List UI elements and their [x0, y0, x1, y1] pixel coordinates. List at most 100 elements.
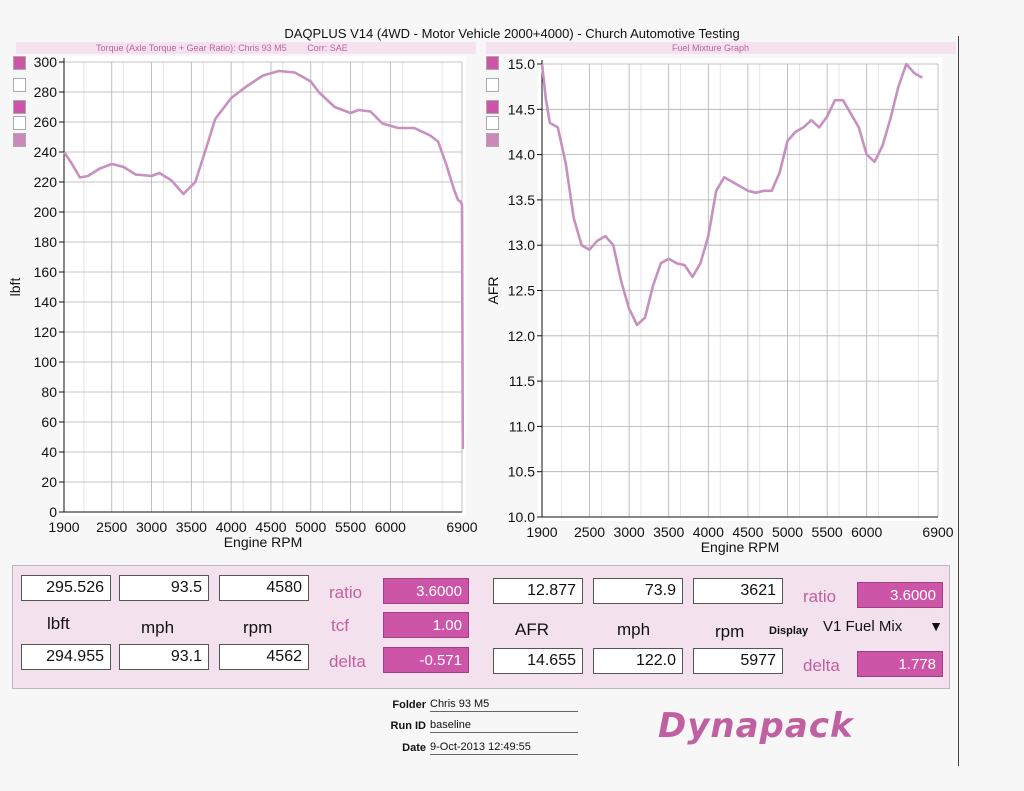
y-tick-label: 240: [34, 144, 58, 160]
x-tick-label: 1900: [526, 524, 557, 540]
afr-value-1: 12.877: [493, 578, 583, 604]
y-tick-label: 80: [41, 384, 57, 400]
y-tick-label: 60: [41, 414, 57, 430]
mph-unit-label: mph: [141, 618, 175, 637]
y-tick-label: 12.0: [508, 328, 535, 344]
legend-swatch[interactable]: [486, 116, 499, 130]
y-tick-label: 180: [34, 234, 58, 250]
x-tick-label: 4500: [732, 524, 763, 540]
rpm-unit-label: rpm: [243, 618, 273, 637]
y-axis-label: AFR: [485, 277, 501, 305]
legend-swatch[interactable]: [13, 78, 26, 92]
display-select[interactable]: V1 Fuel Mix ▼: [821, 616, 945, 638]
readout-panel: 295.526 93.5 4580 ratio 3.6000 lbft mph …: [12, 565, 950, 689]
y-tick-label: 13.5: [508, 192, 535, 208]
x-tick-label: 6900: [446, 519, 477, 535]
y-tick-label: 260: [34, 114, 58, 130]
tcf-value: 1.00: [383, 612, 469, 638]
torque-unit-label: lbft: [47, 614, 70, 633]
right-chart-subtitle: Fuel Mixture Graph: [672, 43, 750, 53]
delta-label-right: delta: [803, 656, 840, 675]
x-tick-label: 5000: [772, 524, 803, 540]
y-tick-label: 14.0: [508, 147, 535, 163]
dynapack-logo: Dynapack: [658, 706, 854, 746]
x-tick-label: 2500: [96, 519, 127, 535]
x-tick-label: 5500: [335, 519, 366, 535]
date-label: Date: [402, 742, 426, 754]
plot-area: [538, 58, 942, 521]
delta-value: -0.571: [383, 647, 469, 673]
chevron-down-icon[interactable]: ▼: [929, 618, 943, 634]
date-value: 9-Oct-2013 12:49:55: [430, 741, 578, 755]
y-tick-label: 14.5: [508, 101, 535, 117]
left-chart-subtitle: Torque (Axle Torque + Gear Ratio): Chris…: [96, 43, 348, 53]
x-tick-label: 5000: [295, 519, 326, 535]
legend-swatch[interactable]: [486, 100, 499, 114]
torque-chart: 1900 2500 3000 3500 4000 4500 5000 5500 6000 6900…: [7, 54, 478, 550]
ratio-label: ratio: [329, 583, 363, 602]
legend-swatch[interactable]: [486, 133, 499, 147]
legend-swatch[interactable]: [13, 56, 26, 70]
right-title-band: [486, 42, 956, 54]
y-tick-label: 280: [34, 84, 58, 100]
y-tick-label: 15.0: [508, 56, 535, 72]
x-tick-label: 3500: [653, 524, 684, 540]
legend-swatch[interactable]: [486, 78, 499, 92]
y-tick-label: 10.5: [508, 464, 535, 480]
afr-unit-label: AFR: [515, 620, 549, 639]
y-tick-label: 10.0: [508, 509, 535, 525]
display-select-value: V1 Fuel Mix: [823, 618, 903, 635]
x-tick-label: 3500: [176, 519, 207, 535]
y-tick-label: 300: [34, 54, 58, 70]
delta-value-right: 1.778: [857, 651, 943, 677]
rpm-value-1: 4580: [219, 575, 309, 601]
rpm-value-3: 3621: [693, 578, 783, 604]
x-tick-label: 4000: [693, 524, 724, 540]
delta-label: delta: [329, 652, 366, 671]
y-tick-label: 160: [34, 264, 58, 280]
runid-value: baseline: [430, 719, 578, 733]
legend-swatch[interactable]: [13, 100, 26, 114]
y-tick-label: 120: [34, 324, 58, 340]
x-tick-label: 6000: [851, 524, 882, 540]
mph-value-3: 73.9: [593, 578, 683, 604]
torque-value-2: 294.955: [21, 644, 111, 670]
runid-label: Run ID: [390, 720, 426, 732]
x-tick-label: 5500: [812, 524, 843, 540]
series-line: [540, 62, 923, 327]
y-tick-label: 0: [49, 504, 57, 520]
x-tick-label: 6000: [375, 519, 406, 535]
correction-label: Corr: SAE: [307, 43, 348, 53]
y-tick-label: 200: [34, 204, 58, 220]
legend-swatch[interactable]: [13, 116, 26, 130]
y-tick-label: 100: [34, 354, 58, 370]
plot-area: [60, 56, 466, 516]
y-tick-label: 11.5: [509, 373, 535, 389]
y-tick-label: 12.5: [508, 283, 535, 299]
legend-swatch[interactable]: [13, 133, 26, 147]
ratio-value: 3.6000: [383, 578, 469, 604]
x-tick-label: 6900: [922, 524, 953, 540]
mph-unit-label-right: mph: [617, 620, 651, 639]
torque-value-1: 295.526: [21, 575, 111, 601]
x-tick-label: 4500: [255, 519, 286, 535]
x-tick-label: 1900: [48, 519, 79, 535]
display-label: Display: [769, 625, 809, 637]
y-tick-label: 40: [41, 444, 57, 460]
x-axis-label: Engine RPM: [701, 539, 780, 555]
y-tick-label: 20: [41, 474, 57, 490]
ratio-label-right: ratio: [803, 587, 837, 606]
folder-value: Chris 93 M5: [430, 698, 578, 712]
x-tick-label: 3000: [136, 519, 167, 535]
page-title: DAQPLUS V14 (4WD - Motor Vehicle 2000+40…: [284, 26, 740, 41]
y-tick-label: 13.0: [508, 237, 535, 253]
mph-value-2: 93.1: [119, 644, 209, 670]
y-axis-label: lbft: [7, 278, 23, 297]
series-line: [62, 69, 465, 450]
rpm-unit-label-right: rpm: [715, 622, 745, 641]
ratio-value-right: 3.6000: [857, 582, 943, 608]
legend-swatch[interactable]: [486, 56, 499, 70]
scan-edge: [958, 36, 959, 766]
afr-value-2: 14.655: [493, 648, 583, 674]
